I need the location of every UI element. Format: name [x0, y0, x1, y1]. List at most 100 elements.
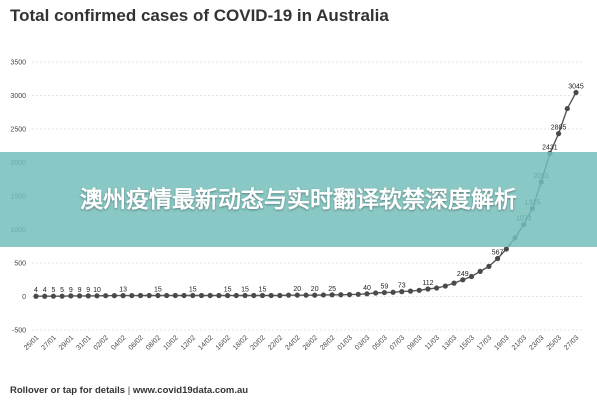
data-point[interactable]: [216, 292, 222, 299]
data-point[interactable]: [94, 293, 100, 299]
data-point[interactable]: [312, 292, 318, 298]
data-labels: 4 4 5 5 9 9 9 10 13 15 15 15 15 15 20 20 25 40 59 73 1122495…: [34, 83, 584, 294]
x-tick-label: 29/01: [58, 334, 75, 351]
data-point[interactable]: [190, 292, 196, 299]
data-point[interactable]: [120, 293, 126, 299]
x-tick-label: 01/03: [337, 334, 354, 351]
data-point[interactable]: [50, 293, 57, 299]
data-point[interactable]: [477, 268, 483, 274]
data-point[interactable]: [76, 293, 83, 299]
data-point[interactable]: [573, 89, 579, 96]
data-point[interactable]: [434, 285, 440, 291]
data-point[interactable]: [355, 291, 361, 297]
x-tick-label: 21/03: [511, 334, 528, 351]
data-point[interactable]: [364, 291, 370, 297]
data-point[interactable]: [207, 292, 213, 299]
data-label: 10: [93, 287, 101, 294]
x-tick-label: 25/01: [23, 334, 40, 351]
data-point[interactable]: [486, 263, 492, 269]
data-point[interactable]: [259, 292, 266, 299]
x-tick-label: 05/03: [371, 334, 388, 351]
x-tick-label: 11/03: [424, 334, 441, 351]
data-label: 9: [78, 287, 82, 294]
data-point[interactable]: [33, 293, 39, 299]
y-tick-label: 0: [22, 294, 26, 301]
data-point[interactable]: [111, 293, 117, 299]
data-label: 15: [224, 286, 232, 293]
data-point[interactable]: [68, 293, 74, 299]
data-point[interactable]: [164, 292, 170, 299]
x-tick-label: 22/02: [267, 334, 284, 351]
x-tick-label: 16/02: [215, 334, 232, 351]
data-point[interactable]: [103, 293, 109, 299]
data-point[interactable]: [390, 289, 396, 295]
data-point[interactable]: [468, 273, 475, 280]
data-point[interactable]: [137, 292, 144, 299]
data-point[interactable]: [225, 292, 231, 299]
data-point[interactable]: [495, 255, 501, 262]
data-label: 73: [398, 283, 406, 290]
data-label: 15: [154, 286, 162, 293]
x-tick-label: 26/02: [302, 334, 319, 351]
x-tick-label: 27/01: [40, 334, 57, 351]
data-label: 5: [51, 287, 55, 294]
data-point[interactable]: [303, 292, 309, 298]
data-point[interactable]: [172, 292, 178, 299]
data-point[interactable]: [320, 292, 327, 298]
data-label: 9: [69, 287, 73, 294]
x-tick-label: 18/02: [232, 334, 249, 351]
data-point[interactable]: [442, 283, 448, 289]
data-point[interactable]: [59, 293, 65, 299]
data-label: 15: [241, 286, 249, 293]
x-tick-label: 24/02: [284, 334, 301, 351]
x-tick-label: 02/02: [93, 334, 110, 351]
data-point[interactable]: [198, 292, 205, 299]
data-point[interactable]: [155, 292, 161, 299]
data-point[interactable]: [373, 290, 379, 296]
data-label: 15: [259, 286, 267, 293]
data-point[interactable]: [268, 292, 274, 299]
data-point[interactable]: [242, 292, 248, 299]
data-point[interactable]: [407, 288, 414, 294]
data-point[interactable]: [285, 292, 292, 298]
data-point[interactable]: [555, 131, 562, 137]
data-point[interactable]: [42, 293, 48, 299]
data-label: 249: [457, 271, 469, 278]
data-point[interactable]: [503, 246, 509, 252]
footer-hint: Rollover or tap for details: [10, 385, 126, 396]
data-point[interactable]: [399, 289, 405, 295]
data-label: 20: [311, 286, 319, 293]
x-tick-label: 17/03: [476, 334, 493, 351]
data-point[interactable]: [381, 289, 387, 296]
y-tick-label: 2500: [10, 127, 26, 134]
data-point[interactable]: [181, 292, 187, 299]
data-point[interactable]: [329, 292, 335, 298]
data-point[interactable]: [346, 292, 353, 298]
data-point[interactable]: [251, 292, 257, 299]
data-point[interactable]: [416, 287, 422, 293]
data-point[interactable]: [146, 292, 152, 299]
data-label: 2431: [542, 144, 558, 151]
x-tick-label: 09/03: [406, 334, 423, 351]
data-point[interactable]: [85, 293, 91, 299]
data-point[interactable]: [294, 292, 300, 298]
data-label: 59: [380, 284, 388, 291]
overlay-text: 澳州疫情最新动态与实时翻译软禁深度解析: [80, 186, 517, 213]
data-point[interactable]: [129, 292, 135, 299]
data-point[interactable]: [451, 280, 457, 286]
data-label: 20: [293, 286, 301, 293]
x-tick-label: 10/02: [162, 334, 179, 351]
data-label: 9: [86, 287, 90, 294]
data-point[interactable]: [338, 292, 344, 298]
data-point[interactable]: [233, 292, 239, 299]
data-point[interactable]: [564, 105, 570, 112]
x-tick-label: 06/02: [128, 334, 145, 351]
source-link[interactable]: www.covid19data.com.au: [132, 385, 249, 396]
data-label: 40: [363, 285, 371, 292]
data-point[interactable]: [460, 277, 466, 283]
data-point[interactable]: [277, 292, 283, 299]
data-point[interactable]: [425, 286, 431, 292]
x-tick-label: 13/03: [441, 334, 458, 351]
chart-footer: Rollover or tap for details | www.covid1…: [10, 385, 248, 396]
x-tick-label: 20/02: [250, 334, 267, 351]
